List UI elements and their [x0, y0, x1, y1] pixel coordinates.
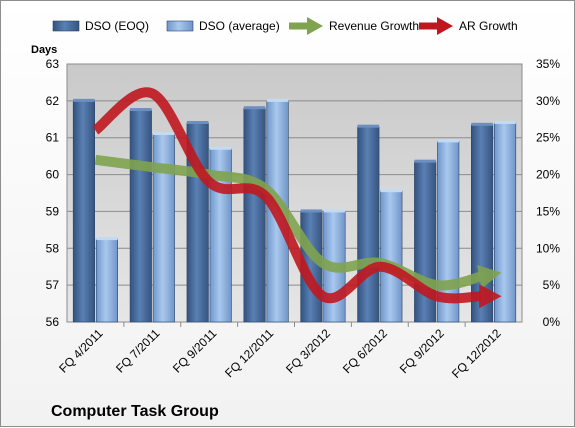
y2-tick-label: 5% [543, 278, 561, 292]
arrow-head-ar-growth [479, 284, 502, 309]
y-tick-label: 59 [46, 204, 60, 218]
y-tick-label: 57 [46, 278, 60, 292]
legend-label-dso-average-: DSO (average) [199, 19, 280, 33]
y-tick-label: 62 [46, 94, 60, 108]
x-tick-label: FQ 6/2012 [340, 326, 390, 376]
bar-top [300, 209, 323, 213]
bar-top [130, 108, 152, 112]
bar-top [323, 209, 346, 213]
x-tick-label: FQ 7/2011 [113, 326, 163, 376]
bar-dso-eoq [357, 126, 380, 323]
x-tick-label: FQ 3/2012 [283, 326, 333, 376]
bar-top [414, 159, 436, 163]
legend-arrow-ar-growth [437, 17, 453, 35]
x-tick-label: FQ 12/2012 [449, 326, 504, 381]
y2-tick-label: 30% [536, 94, 560, 108]
legend-label-ar-growth: AR Growth [459, 19, 518, 33]
bar-dso-eoq [129, 109, 152, 323]
bar-top [357, 124, 380, 128]
y-tick-label: 60 [46, 168, 60, 182]
legend-label-revenue-growth: Revenue Growth [329, 19, 419, 33]
bar-top [73, 98, 95, 102]
x-tick-label: FQ 12/2011 [222, 326, 276, 380]
line-ar-growth [92, 87, 482, 304]
legend-swatch-dso-average- [166, 20, 194, 32]
bar-top [437, 139, 459, 143]
y-tick-label: 58 [46, 241, 60, 255]
bar-top [153, 132, 175, 136]
bar-top [471, 122, 493, 126]
bar-top [243, 106, 266, 110]
bar-top [96, 237, 118, 241]
y-tick-label: 61 [46, 131, 60, 145]
bar-dso-eoq [243, 107, 266, 323]
y-tick-label: 56 [46, 315, 60, 329]
bar-dso-eoq [72, 100, 95, 323]
bar-dso-average [494, 122, 517, 323]
bar-dso-average [380, 190, 403, 323]
y2-tick-label: 15% [536, 204, 560, 218]
line-revenue-growth [94, 154, 483, 291]
bar-top [186, 120, 209, 124]
bar-top [380, 189, 403, 193]
arrow-head-revenue-growth [477, 265, 502, 289]
bar-dso-average [95, 238, 118, 323]
x-tick-label: FQ 9/2011 [170, 326, 220, 376]
bar-dso-average [152, 133, 175, 323]
y2-tick-label: 35% [536, 57, 560, 71]
bar-top [209, 146, 232, 150]
legend-arrow-revenue-growth [307, 17, 323, 35]
chart-title: Computer Task Group [51, 403, 219, 420]
y2-tick-label: 0% [543, 315, 561, 329]
x-tick-label: FQ 9/2012 [397, 326, 447, 376]
y2-tick-label: 25% [536, 131, 560, 145]
legend-swatch-dso-eoq- [52, 20, 80, 32]
y-tick-label: 63 [46, 57, 60, 71]
bar-top [494, 120, 516, 124]
x-tick-label: FQ 4/2011 [56, 326, 106, 376]
legend-label-dso-eoq-: DSO (EOQ) [85, 19, 149, 33]
y2-tick-label: 10% [536, 241, 560, 255]
y-axis-label: Days [31, 44, 57, 56]
bar-top [266, 98, 289, 102]
y2-tick-label: 20% [536, 168, 560, 182]
